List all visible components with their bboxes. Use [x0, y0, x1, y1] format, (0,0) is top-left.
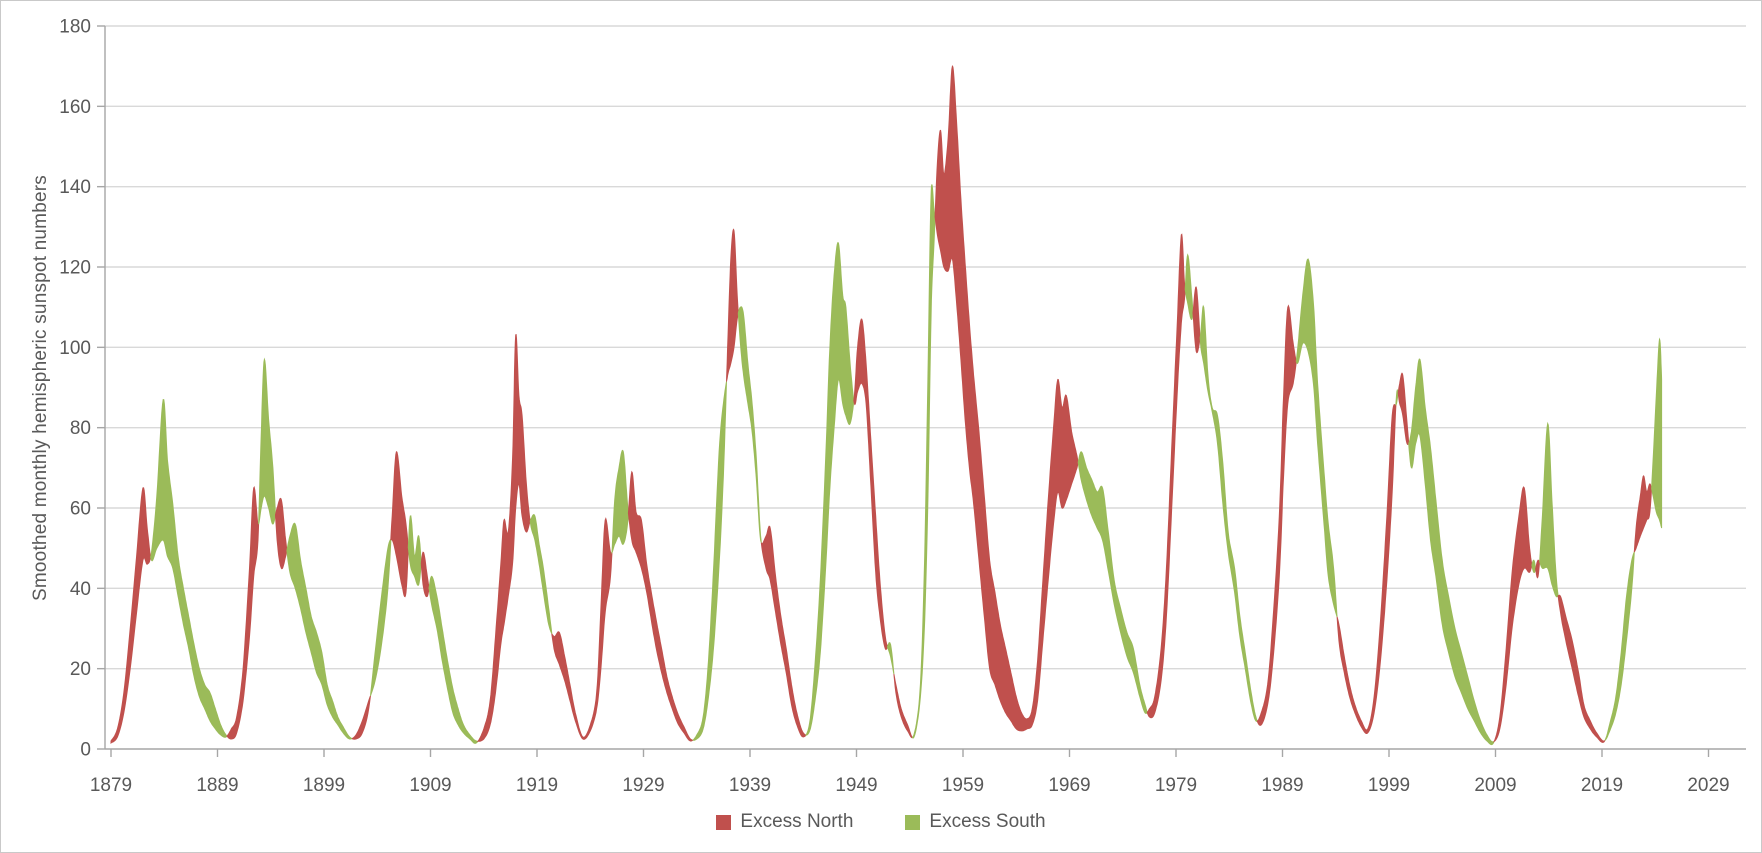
x-tick-label: 1929 — [622, 775, 664, 796]
excess-north-region — [390, 450, 409, 598]
x-tick-label: 1899 — [303, 775, 345, 796]
y-tick-label: 140 — [59, 177, 91, 198]
excess-south-region — [1408, 358, 1496, 746]
excess-south-region — [1604, 551, 1635, 741]
excess-north-region — [1256, 304, 1297, 726]
y-tick-label: 100 — [59, 338, 91, 359]
y-tick-labels: 0 20 40 60 80 100 120 140 160 180 — [59, 17, 91, 761]
x-tick-label: 1879 — [90, 775, 132, 796]
x-tick-label: 1939 — [729, 775, 771, 796]
excess-north-region — [1535, 559, 1541, 579]
x-tick-label: 1969 — [1048, 775, 1090, 796]
x-tick-label: 1909 — [409, 775, 451, 796]
excess-south-region — [805, 241, 855, 736]
x-tick-label: 1919 — [516, 775, 558, 796]
legend: Excess North Excess South — [1, 811, 1761, 833]
excess-south-region — [1531, 559, 1537, 573]
x-tick-labels: 1879 1889 1899 1909 1919 1929 1939 1949 1959 1969… — [90, 775, 1730, 796]
x-tick-label: 1959 — [942, 775, 984, 796]
hemispheric-excess-band — [110, 64, 1663, 746]
excess-north-region — [1336, 404, 1397, 734]
excess-north-region — [1493, 486, 1533, 743]
excess-north-region — [726, 228, 739, 382]
excess-south-region — [692, 381, 727, 741]
y-tick-label: 80 — [70, 418, 91, 439]
y-tick-label: 20 — [70, 659, 91, 680]
excess-north-region — [1397, 372, 1410, 445]
legend-swatch-south-icon — [905, 814, 921, 830]
legend-swatch-north-icon — [716, 814, 732, 830]
y-tick-label: 0 — [80, 740, 91, 761]
excess-south-region — [1295, 258, 1338, 618]
excess-south-region — [1077, 451, 1148, 714]
excess-north-region — [351, 695, 371, 740]
excess-north-region — [476, 334, 531, 742]
excess-south-region — [529, 514, 553, 634]
x-tick-label: 2019 — [1581, 775, 1623, 796]
excess-north-region — [1633, 475, 1653, 553]
x-tick-label: 1949 — [835, 775, 877, 796]
excess-south-region — [886, 642, 895, 675]
x-tick-label: 1989 — [1261, 775, 1303, 796]
excess-north-region — [1146, 233, 1186, 719]
excess-north-region — [934, 64, 1079, 732]
excess-south-region — [428, 575, 479, 744]
excess-south-region — [1199, 304, 1258, 722]
excess-north-region — [420, 551, 430, 598]
excess-north-region — [110, 487, 152, 745]
tick-marks — [97, 25, 1710, 757]
legend-label-north: Excess North — [740, 811, 854, 832]
x-tick-label: 1999 — [1368, 775, 1410, 796]
excess-north-region — [226, 485, 260, 740]
y-tick-label: 180 — [59, 17, 91, 38]
x-tick-label: 1889 — [196, 775, 238, 796]
gridlines — [105, 25, 1746, 670]
excess-south-region — [370, 539, 392, 696]
y-tick-label: 60 — [70, 499, 91, 520]
excess-south-region — [1651, 337, 1663, 529]
legend-item-excess-south: Excess South — [905, 811, 1046, 833]
excess-north-region — [853, 318, 888, 651]
legend-item-excess-north: Excess North — [716, 811, 853, 833]
x-tick-label: 1979 — [1155, 775, 1197, 796]
y-tick-label: 120 — [59, 258, 91, 279]
excess-north-region — [893, 674, 914, 739]
excess-north-region — [551, 517, 613, 740]
axes — [104, 26, 1746, 750]
y-tick-label: 160 — [59, 97, 91, 118]
excess-south-region — [1539, 421, 1559, 598]
x-tick-label: 2009 — [1474, 775, 1516, 796]
excess-north-region — [760, 525, 807, 738]
excess-north-region — [275, 497, 288, 570]
excess-south-region — [150, 399, 228, 738]
excess-south-region — [258, 357, 277, 525]
y-tick-label: 40 — [70, 579, 91, 600]
excess-north-region — [1192, 286, 1201, 354]
excess-south-region — [407, 515, 422, 586]
excess-south-region — [286, 522, 354, 740]
legend-label-south: Excess South — [929, 811, 1046, 832]
excess-north-region — [627, 470, 694, 742]
x-tick-label: 2029 — [1687, 775, 1729, 796]
excess-south-region — [1184, 253, 1194, 321]
excess-south-region — [611, 449, 629, 555]
